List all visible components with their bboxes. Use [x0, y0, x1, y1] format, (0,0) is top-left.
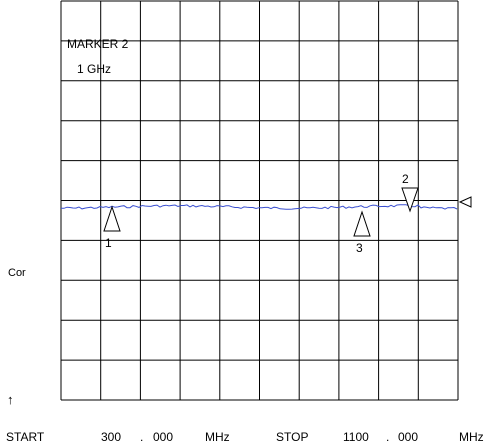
up-arrow-icon: ↑: [7, 392, 14, 407]
start-value-fraction: 000: [153, 430, 174, 444]
stop-value-fraction: 000: [398, 430, 419, 444]
marker-2-triangle: [401, 187, 419, 213]
graticule-grid: [60, 0, 459, 401]
start-label: START: [6, 430, 45, 444]
start-value-whole: 300: [101, 430, 122, 444]
marker-1-triangle: [103, 205, 121, 232]
stop-decimal-point: .: [386, 430, 390, 444]
start-unit: MHz: [205, 430, 230, 444]
correction-indicator: Cor: [8, 267, 26, 279]
start-decimal-point: .: [140, 430, 144, 444]
marker-readout-title: MARKER 2: [67, 37, 129, 51]
left-triangle-icon: [458, 196, 472, 208]
stop-label: STOP: [276, 430, 309, 444]
marker-2-label: 2: [402, 172, 409, 186]
stop-value-whole: 1100: [343, 430, 369, 444]
measurement-trace: [60, 204, 458, 210]
marker-readout-frequency: 1 GHz: [77, 62, 112, 76]
marker-3-label: 3: [356, 241, 363, 255]
stop-unit: MHz: [459, 430, 484, 444]
marker-1-label: 1: [105, 236, 112, 250]
marker-3-triangle: [353, 210, 371, 237]
